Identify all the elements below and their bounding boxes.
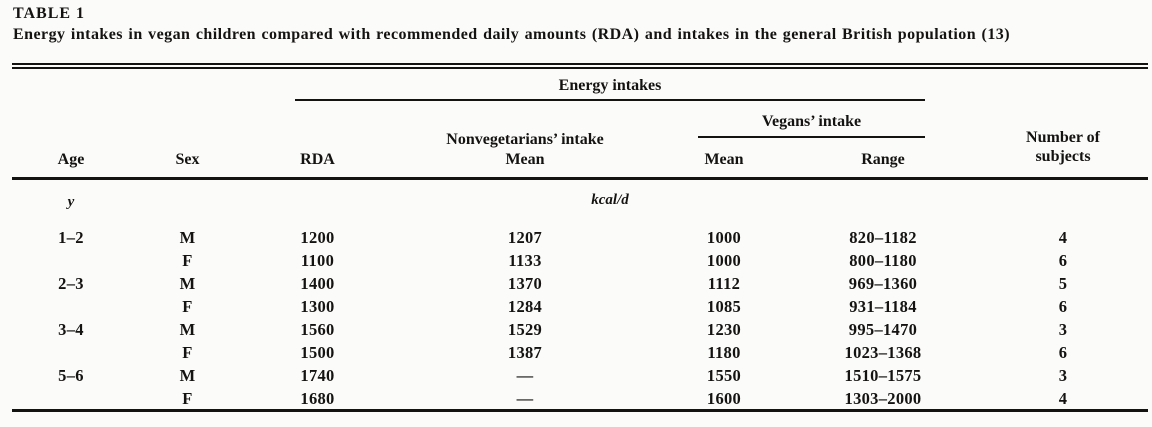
cell-age: 3–4 <box>58 320 84 339</box>
table-row: 5–6 M 1740 — 1550 1510–1575 3 <box>12 364 1148 387</box>
group-header-nonvegetarians-intake: Nonvegetarians’ intake <box>446 131 604 148</box>
cell-subjects: 5 <box>1058 274 1068 293</box>
col-header-age: Age <box>57 151 85 168</box>
cell-rda: 1560 <box>300 320 335 339</box>
cell-vegan-range: 931–1184 <box>849 297 917 316</box>
cell-vegan-mean: 1230 <box>706 320 742 339</box>
cell-rda: 1300 <box>300 297 335 316</box>
cell-age: 1–2 <box>58 228 84 247</box>
top-double-rule <box>12 63 1148 69</box>
units-age-years: y <box>67 194 75 210</box>
vegans-group-underline <box>698 136 925 138</box>
cell-rda: 1400 <box>300 274 335 293</box>
table-caption: Energy intakes in vegan children compare… <box>13 26 1010 43</box>
col-header-nonvegetarians-mean: Mean <box>505 151 545 168</box>
cell-subjects: 6 <box>1058 297 1068 316</box>
col-header-vegans-range: Range <box>861 151 905 168</box>
cell-nonveg-mean: — <box>516 366 534 385</box>
cell-vegan-mean: 1180 <box>707 343 741 362</box>
cell-nonveg-mean: 1207 <box>507 228 543 247</box>
cell-rda: 1740 <box>300 366 335 385</box>
col-header-rda: RDA <box>300 151 335 168</box>
cell-sex: F <box>182 389 193 408</box>
energy-group-underline <box>295 99 925 101</box>
cell-nonveg-mean: 1370 <box>507 274 543 293</box>
table-row: 1–2 M 1200 1207 1000 820–1182 4 <box>12 226 1148 249</box>
cell-nonveg-mean: 1387 <box>507 343 543 362</box>
cell-vegan-range: 1023–1368 <box>844 343 922 362</box>
cell-nonveg-mean: 1133 <box>508 251 542 270</box>
col-header-sex: Sex <box>175 151 200 168</box>
cell-vegan-range: 800–1180 <box>849 251 917 270</box>
cell-subjects: 6 <box>1058 343 1068 362</box>
col-header-number-of-subjects: Number of subjects <box>978 128 1148 166</box>
cell-vegan-range: 969–1360 <box>848 274 918 293</box>
cell-vegan-mean: 1550 <box>706 366 742 385</box>
cell-subjects: 3 <box>1058 320 1068 339</box>
cell-vegan-range: 1510–1575 <box>844 366 922 385</box>
table-bottom-rule <box>12 409 1148 412</box>
cell-vegan-mean: 1112 <box>707 274 741 293</box>
table-body: 1–2 M 1200 1207 1000 820–1182 4 F 1100 1… <box>12 226 1148 410</box>
cell-sex: F <box>182 343 193 362</box>
cell-sex: M <box>179 274 196 293</box>
cell-nonveg-mean: 1284 <box>507 297 543 316</box>
table-row: F 1300 1284 1085 931–1184 6 <box>12 295 1148 318</box>
cell-subjects: 4 <box>1058 228 1068 247</box>
cell-age <box>12 249 130 272</box>
table-row: 3–4 M 1560 1529 1230 995–1470 3 <box>12 318 1148 341</box>
cell-vegan-mean: 1600 <box>706 389 742 408</box>
cell-sex: M <box>179 320 196 339</box>
cell-rda: 1680 <box>300 389 335 408</box>
cell-rda: 1500 <box>300 343 335 362</box>
cell-sex: F <box>182 251 193 270</box>
cell-subjects: 6 <box>1058 251 1068 270</box>
table-row: F 1680 — 1600 1303–2000 4 <box>12 387 1148 410</box>
col-header-number-of-subjects-text: Number of subjects <box>1026 129 1100 165</box>
col-header-vegans-mean: Mean <box>704 151 744 168</box>
cell-sex: M <box>179 228 196 247</box>
cell-nonveg-mean: 1529 <box>507 320 543 339</box>
table-row: F 1500 1387 1180 1023–1368 6 <box>12 341 1148 364</box>
cell-vegan-mean: 1000 <box>706 228 742 247</box>
table-row: F 1100 1133 1000 800–1180 6 <box>12 249 1148 272</box>
cell-subjects: 3 <box>1058 366 1068 385</box>
header-bottom-rule <box>12 177 1148 180</box>
group-header-energy-intakes: Energy intakes <box>558 77 662 94</box>
cell-vegan-range: 820–1182 <box>849 228 917 247</box>
cell-vegan-mean: 1000 <box>706 251 742 270</box>
cell-age <box>12 387 130 410</box>
table-row: 2–3 M 1400 1370 1112 969–1360 5 <box>12 272 1148 295</box>
cell-rda: 1100 <box>300 251 335 270</box>
cell-rda: 1200 <box>300 228 335 247</box>
cell-age <box>12 295 130 318</box>
cell-sex: M <box>179 366 196 385</box>
table-header: Energy intakes Vegans’ intake Nonvegetar… <box>12 68 1148 181</box>
cell-age: 2–3 <box>58 274 84 293</box>
cell-vegan-range: 995–1470 <box>848 320 918 339</box>
cell-age: 5–6 <box>58 366 84 385</box>
cell-age <box>12 341 130 364</box>
cell-vegan-range: 1303–2000 <box>844 389 922 408</box>
cell-nonveg-mean: — <box>516 389 534 408</box>
cell-vegan-mean: 1085 <box>706 297 742 316</box>
cell-sex: F <box>182 297 193 316</box>
cell-subjects: 4 <box>1058 389 1068 408</box>
group-header-vegans-intake: Vegans’ intake <box>761 113 862 130</box>
table-number: TABLE 1 <box>13 5 86 22</box>
units-energy-kcal: kcal/d <box>591 192 629 208</box>
